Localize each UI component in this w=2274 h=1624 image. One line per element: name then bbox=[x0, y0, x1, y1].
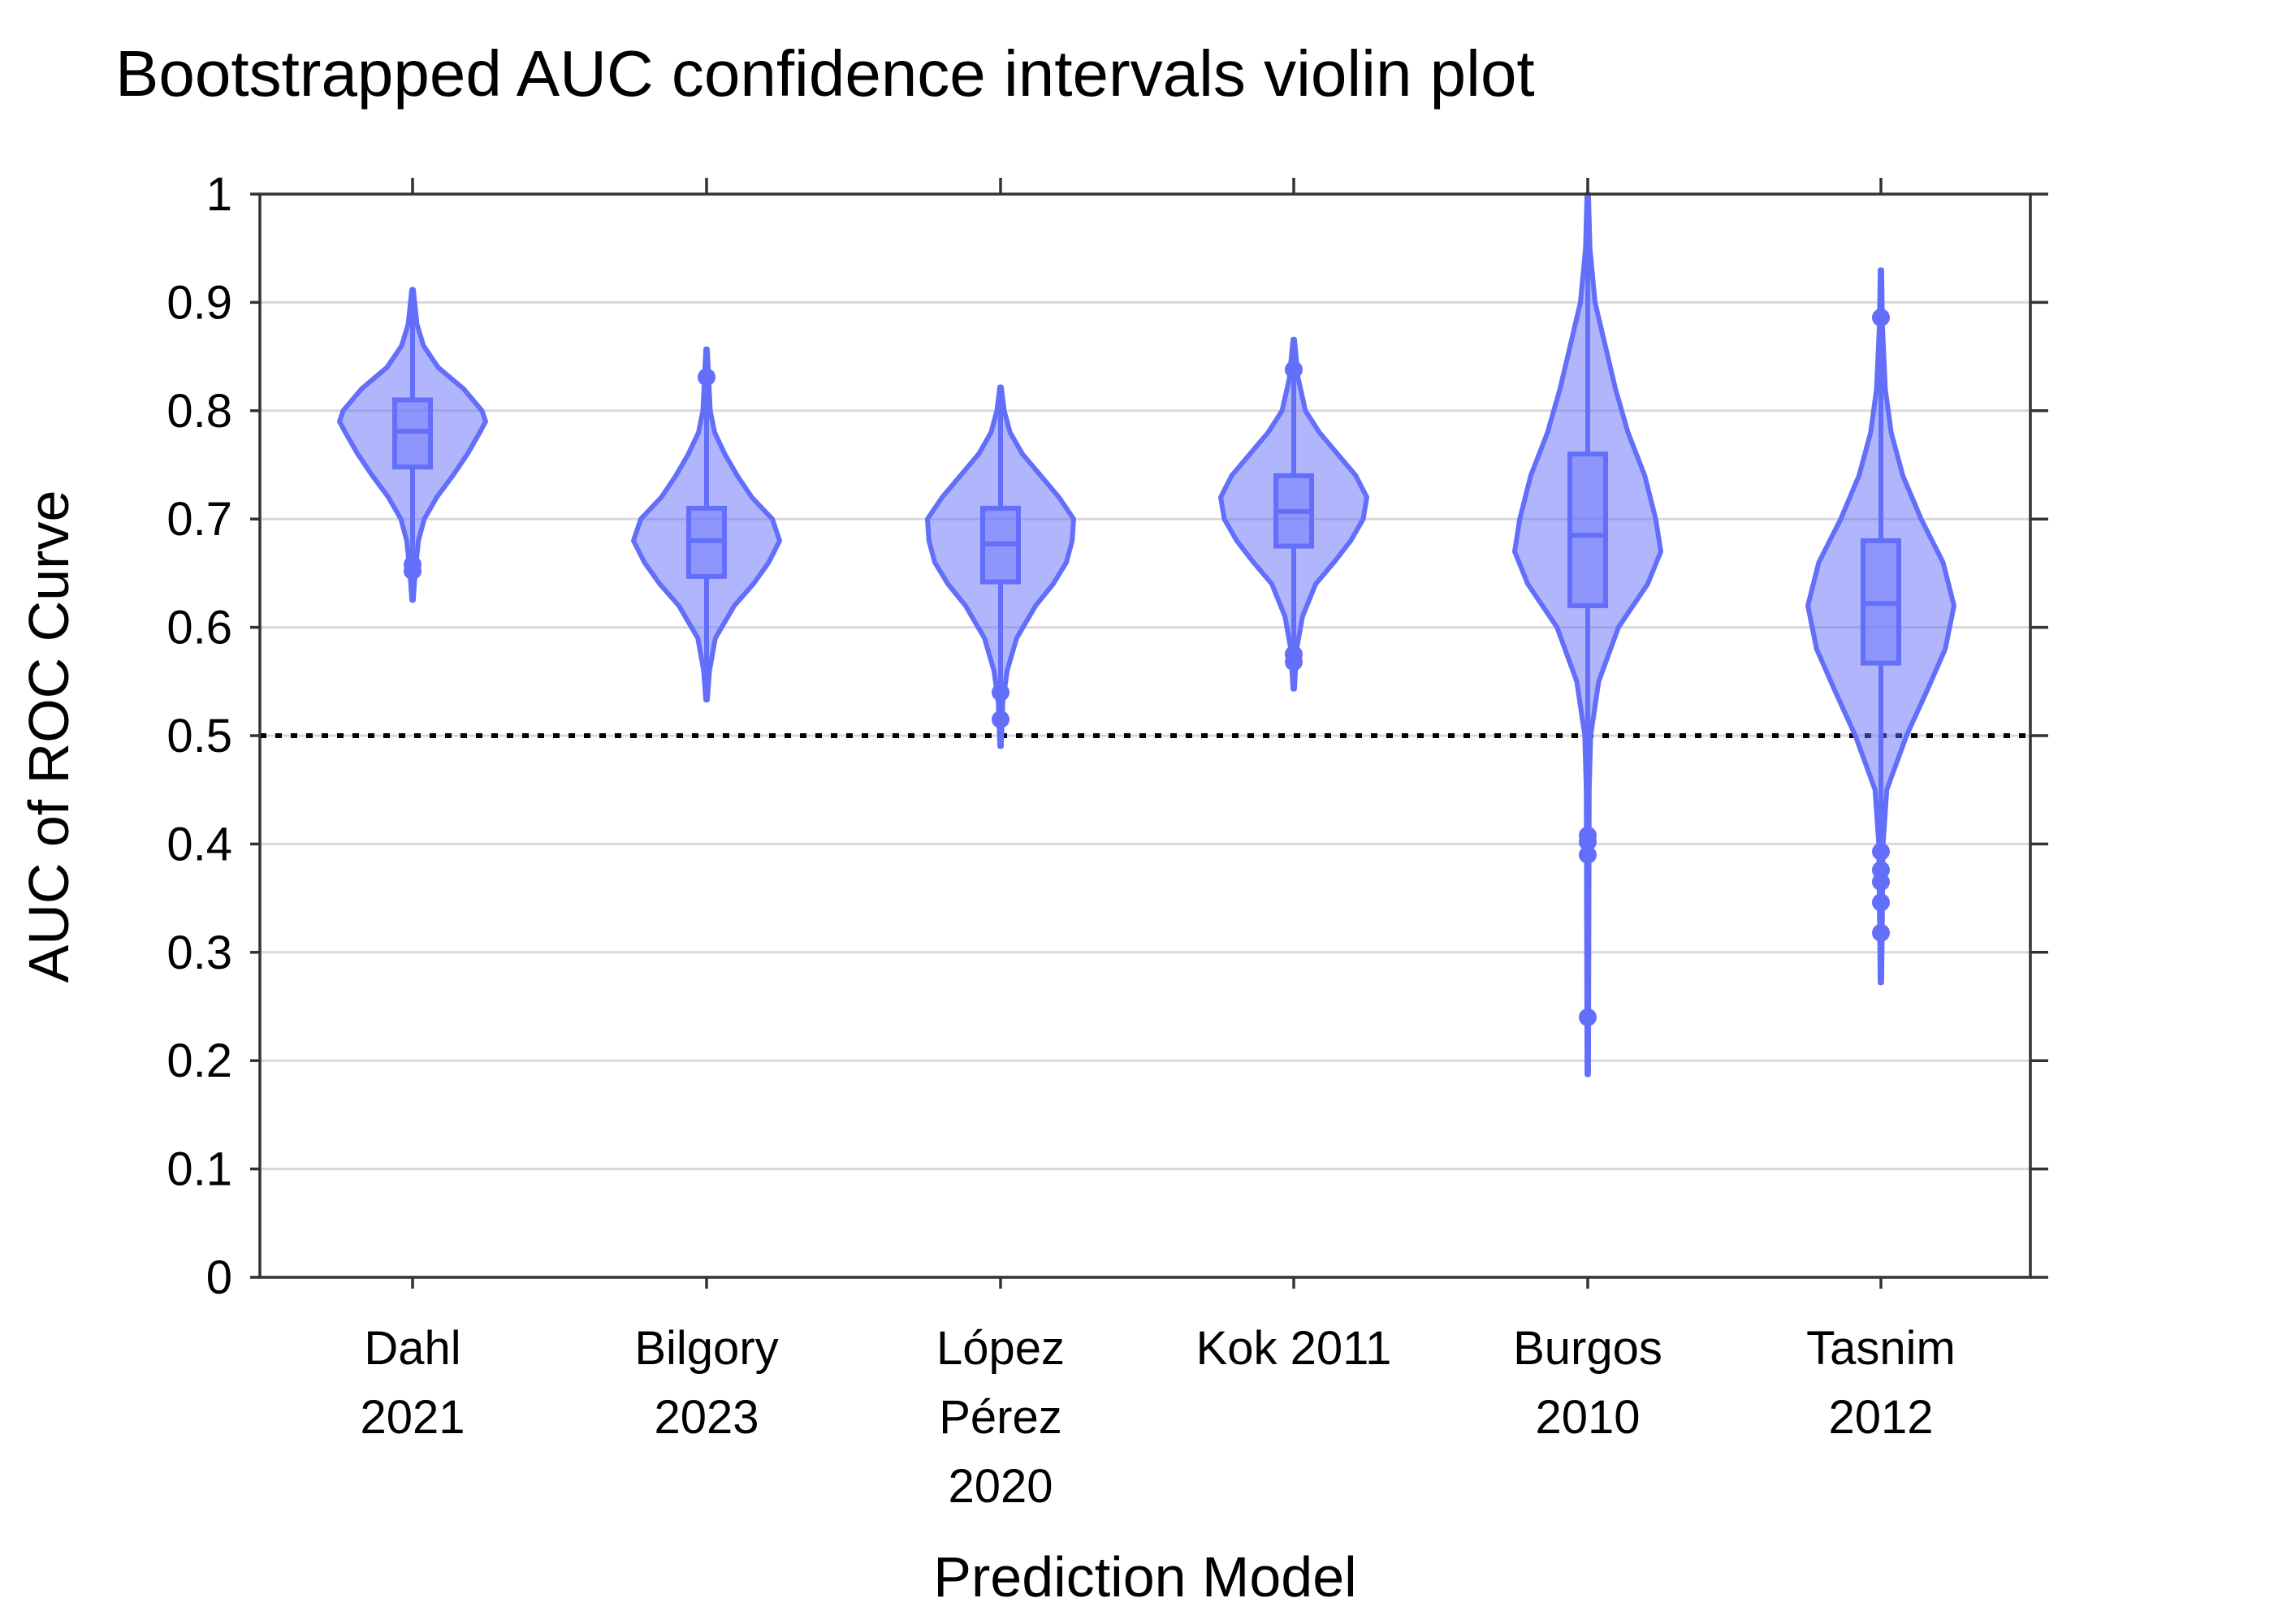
x-tick-label: López bbox=[936, 1322, 1065, 1375]
axes bbox=[250, 178, 2048, 1289]
x-tick-label: Bilgory bbox=[634, 1322, 778, 1375]
outlier-point bbox=[1872, 309, 1890, 327]
outlier-point bbox=[1872, 923, 1890, 942]
y-tick-label: 0.4 bbox=[166, 818, 232, 870]
x-tick-labels: Dahl 2021 Bilgory 2023 López Pérez 2020 Kok 201… bbox=[360, 1322, 1955, 1513]
y-tick-label: 0.7 bbox=[166, 493, 232, 546]
violin-group bbox=[1805, 267, 1956, 986]
x-tick-label: Kok 2011 bbox=[1196, 1322, 1392, 1375]
iqr-box bbox=[1567, 451, 1608, 608]
y-tick-label: 0.9 bbox=[166, 276, 232, 329]
outlier-point bbox=[1579, 845, 1597, 864]
x-tick-label: Tasnim bbox=[1806, 1322, 1956, 1375]
x-tick-label: 2010 bbox=[1535, 1391, 1640, 1444]
outlier-point bbox=[1285, 361, 1303, 379]
violin-group bbox=[337, 287, 488, 603]
chart-title: Bootstrapped AUC confidence intervals vi… bbox=[115, 37, 1535, 110]
y-tick-label: 0.6 bbox=[166, 602, 232, 654]
outlier-point bbox=[1285, 653, 1303, 672]
x-tick-label: 2020 bbox=[948, 1460, 1053, 1513]
outlier-point bbox=[404, 562, 422, 581]
violin-group bbox=[1218, 336, 1369, 692]
y-tick-label: 0.1 bbox=[166, 1143, 232, 1196]
y-axis-title: AUC of ROC Curve bbox=[17, 490, 80, 983]
outlier-point bbox=[1579, 1008, 1597, 1026]
x-tick-label: Burgos bbox=[1513, 1322, 1662, 1375]
y-tick-label: 0.8 bbox=[166, 385, 232, 438]
y-tick-labels: 0 0.1 0.2 0.3 0.4 0.5 0.6 0.7 0.8 0.9 1 bbox=[166, 168, 232, 1304]
y-tick-label: 0 bbox=[206, 1251, 232, 1304]
y-tick-label: 1 bbox=[206, 168, 232, 221]
x-tick-label: 2021 bbox=[360, 1391, 465, 1444]
outlier-point bbox=[1579, 832, 1597, 851]
x-tick-label: 2012 bbox=[1828, 1391, 1933, 1444]
x-tick-label: Dahl bbox=[364, 1322, 460, 1375]
violin-group bbox=[1512, 192, 1663, 1078]
y-tick-label: 0.3 bbox=[166, 926, 232, 979]
x-axis-title: Prediction Model bbox=[933, 1545, 1356, 1609]
outlier-point bbox=[1872, 873, 1890, 892]
violins bbox=[337, 192, 1956, 1078]
y-tick-label: 0.2 bbox=[166, 1034, 232, 1087]
x-tick-label: 2023 bbox=[654, 1391, 759, 1444]
plot-frame bbox=[258, 192, 2032, 1279]
y-tick-label: 0.5 bbox=[166, 710, 232, 762]
outlier-point bbox=[1872, 842, 1890, 861]
outlier-point bbox=[698, 368, 715, 387]
outlier-point bbox=[1872, 893, 1890, 912]
x-tick-label: Pérez bbox=[939, 1391, 1062, 1444]
violin-group bbox=[925, 384, 1076, 749]
outlier-point bbox=[992, 710, 1009, 728]
outlier-point bbox=[992, 683, 1009, 702]
violin-group bbox=[631, 346, 782, 702]
